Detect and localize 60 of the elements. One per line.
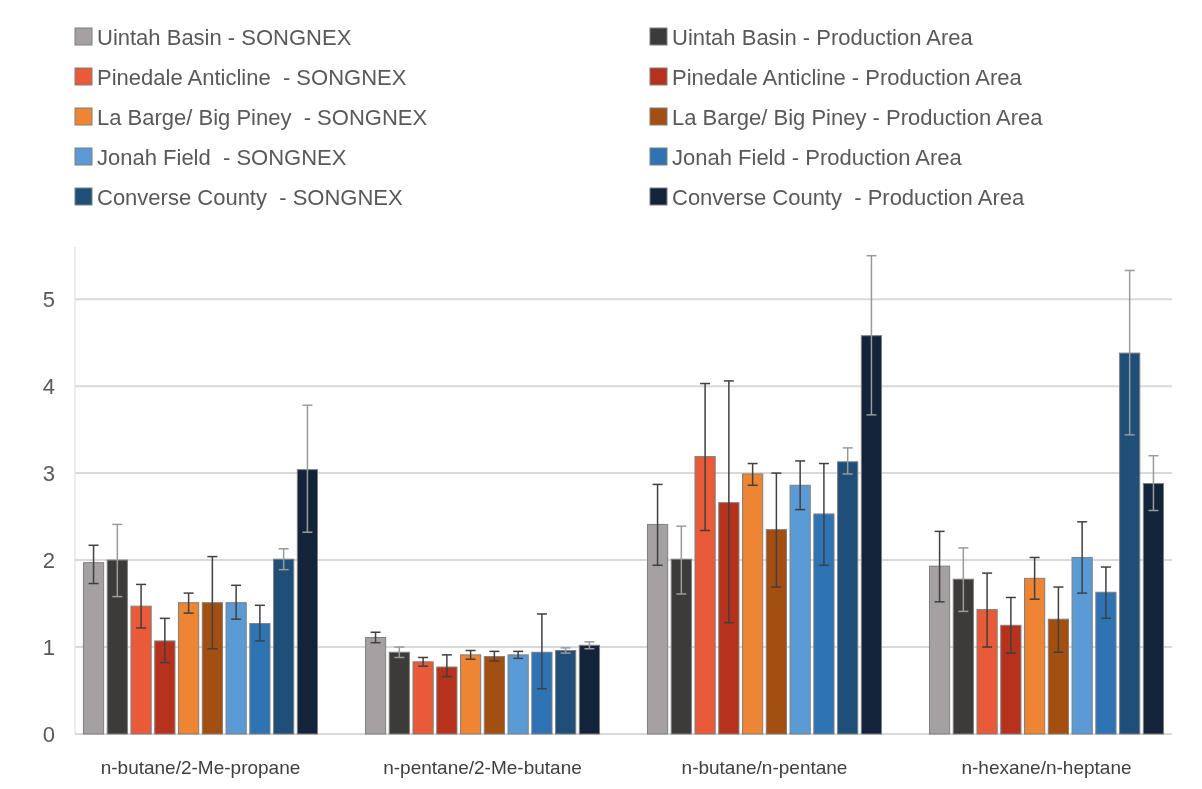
y-tick-label: 2 bbox=[42, 547, 55, 573]
bar bbox=[106, 559, 128, 735]
x-tick-label: n-hexane/n-heptane bbox=[961, 757, 1132, 778]
y-tick-label: 5 bbox=[42, 286, 55, 312]
bar bbox=[813, 513, 835, 735]
bar bbox=[837, 461, 859, 735]
legend-label: La Barge/ Big Piney - Production Area bbox=[672, 104, 1044, 130]
bar bbox=[201, 602, 223, 735]
bar bbox=[507, 654, 529, 735]
bar bbox=[976, 609, 998, 735]
legend-label: Converse County - SONGNEX bbox=[97, 184, 403, 210]
y-tick-label: 3 bbox=[42, 460, 55, 486]
bar bbox=[225, 602, 247, 735]
bar bbox=[364, 636, 387, 735]
x-tick-label: n-pentane/2-Me-butane bbox=[383, 757, 582, 778]
bar bbox=[1119, 352, 1141, 735]
bar bbox=[1047, 618, 1069, 735]
bar bbox=[1071, 556, 1093, 735]
bar bbox=[555, 650, 577, 735]
bar bbox=[460, 654, 482, 735]
legend-label: Jonah Field - SONGNEX bbox=[97, 144, 347, 170]
legend-label: Jonah Field - Production Area bbox=[672, 144, 963, 170]
bar bbox=[154, 640, 176, 735]
bar bbox=[928, 565, 951, 735]
bar bbox=[789, 484, 811, 735]
y-tick-label: 1 bbox=[42, 634, 55, 660]
legend-label: Pinedale Anticline - Production Area bbox=[672, 64, 1023, 90]
bar bbox=[296, 469, 319, 735]
bar bbox=[130, 605, 152, 735]
bar bbox=[178, 602, 200, 735]
bar bbox=[412, 661, 434, 735]
x-tick-label: n-butane/2-Me-propane bbox=[100, 757, 301, 778]
bar bbox=[578, 644, 601, 735]
bar bbox=[694, 456, 716, 735]
bar bbox=[249, 623, 271, 735]
bar bbox=[952, 578, 974, 735]
bar bbox=[483, 656, 505, 735]
bar bbox=[82, 562, 105, 735]
bar bbox=[531, 651, 553, 735]
bar bbox=[1095, 591, 1117, 735]
bar bbox=[765, 529, 787, 735]
legend-label: Pinedale Anticline - SONGNEX bbox=[97, 64, 407, 90]
bar bbox=[388, 651, 410, 735]
bar bbox=[1000, 624, 1022, 735]
legend-label: Uintah Basin - Production Area bbox=[672, 24, 974, 50]
bar bbox=[1024, 577, 1046, 735]
bar bbox=[670, 558, 692, 735]
bar bbox=[436, 666, 458, 735]
x-tick-label: n-butane/n-pentane bbox=[681, 757, 848, 778]
y-tick-label: 4 bbox=[42, 373, 55, 399]
legend-label: Uintah Basin - SONGNEX bbox=[97, 24, 352, 50]
legend-label: Converse County - Production Area bbox=[672, 184, 1025, 210]
y-tick-label: 0 bbox=[42, 721, 55, 747]
legend-label: La Barge/ Big Piney - SONGNEX bbox=[97, 104, 428, 130]
bar bbox=[273, 558, 295, 735]
bar bbox=[742, 473, 764, 735]
bar bbox=[860, 335, 883, 735]
bar bbox=[718, 502, 740, 735]
bar bbox=[1142, 483, 1165, 735]
bar bbox=[646, 523, 669, 735]
